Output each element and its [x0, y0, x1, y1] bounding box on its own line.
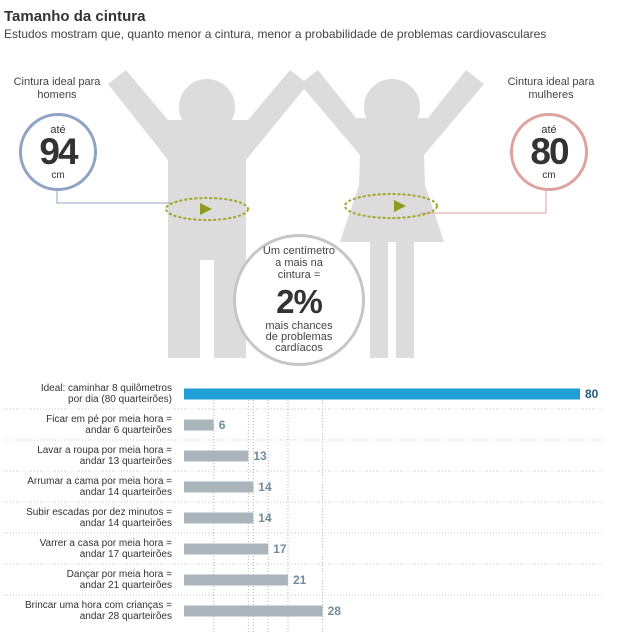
- men-waist-value: 94: [39, 131, 78, 172]
- bar-label: Varrer a casa por meia hora = andar 17 qu…: [40, 538, 173, 560]
- bar-label: Ficar em pé por meia hora = andar 6 quart…: [46, 414, 172, 436]
- body-figures-illustration: [56, 70, 547, 358]
- risk-circle: Um centímetro a mais na cintura = 2% mai…: [233, 234, 365, 366]
- activity-bar: [184, 419, 214, 431]
- men-connector-line: [56, 186, 170, 204]
- ideal-bar: [184, 388, 580, 400]
- bar-value-label: 17: [273, 542, 287, 556]
- women-ideal-label: Cintura ideal para mulheres: [507, 76, 595, 101]
- activity-bar: [184, 481, 254, 493]
- women-waist-circle: até 80 cm: [510, 113, 588, 191]
- bar-value-label: 13: [253, 449, 267, 463]
- women-waist-unit: cm: [542, 170, 556, 181]
- men-waist-ring: [165, 197, 249, 221]
- bar-label: Lavar a roupa por meia hora = andar 13 qu…: [37, 445, 172, 467]
- chart-subtitle: Estudos mostram que, quanto menor a cint…: [4, 27, 547, 41]
- risk-percentage: 2%: [276, 283, 323, 320]
- woman-figure: [300, 70, 484, 358]
- women-connector-line: [420, 186, 547, 214]
- bar-label: Brincar uma hora com crianças = andar 28 …: [25, 600, 172, 622]
- risk-top-text: Um centímetro a mais na cintura =: [262, 245, 336, 281]
- bar-value-label: 28: [328, 604, 342, 618]
- activity-bar: [184, 543, 269, 555]
- women-waist-value: 80: [530, 131, 569, 172]
- activity-bar: [184, 574, 288, 586]
- women-waist-arrow-icon: [394, 200, 406, 212]
- men-waist-unit: cm: [51, 170, 65, 181]
- bar-label: Ideal: caminhar 8 quilômetros por dia (80…: [41, 383, 172, 405]
- bar-value-label: 6: [219, 418, 226, 432]
- bar-label: Dançar por meia hora = andar 21 quarteirõ…: [67, 569, 172, 591]
- bar-label: Arrumar a cama por meia hora = andar 14 q…: [27, 476, 172, 498]
- bar-value-label: 14: [258, 480, 272, 494]
- man-figure: [108, 70, 308, 358]
- bar-value-label: 80: [585, 387, 599, 401]
- chart-title: Tamanho da cintura: [4, 8, 146, 25]
- men-waist-circle: até 94 cm: [19, 113, 97, 191]
- women-waist-ring: [344, 193, 438, 219]
- bar-label: Subir escadas por dez minutos = andar 14 …: [26, 507, 172, 529]
- activity-bar: [184, 512, 254, 524]
- bar-value-label: 14: [258, 511, 272, 525]
- risk-bottom-text: mais chances de problemas cardíacos: [265, 320, 333, 354]
- activity-bar: [184, 450, 249, 462]
- men-up-to: até: [50, 124, 66, 136]
- bar-value-label: 21: [293, 573, 307, 587]
- women-up-to: até: [541, 124, 557, 136]
- activity-bar: [184, 605, 323, 617]
- activity-bar-chart: Ideal: caminhar 8 quilômetros por dia (80…: [4, 383, 604, 632]
- men-ideal-label: Cintura ideal para homens: [13, 76, 101, 101]
- men-waist-arrow-icon: [200, 203, 212, 215]
